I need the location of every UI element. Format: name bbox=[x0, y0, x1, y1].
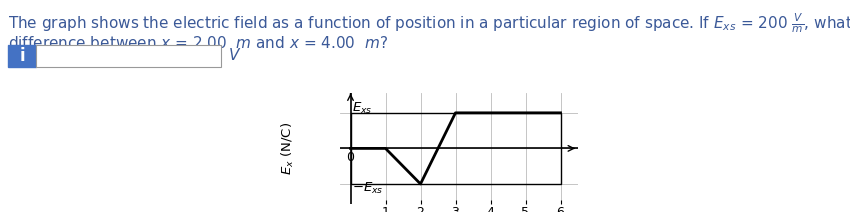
Text: i: i bbox=[20, 47, 25, 65]
Text: 0: 0 bbox=[347, 151, 354, 164]
FancyBboxPatch shape bbox=[8, 45, 36, 67]
FancyBboxPatch shape bbox=[36, 45, 221, 67]
Text: The graph shows the electric field as a function of position in a particular reg: The graph shows the electric field as a … bbox=[8, 12, 850, 35]
Text: difference between $x$ = 2.00  $m$ and $x$ = 4.00  $m$?: difference between $x$ = 2.00 $m$ and $x… bbox=[8, 35, 388, 51]
Bar bbox=[350, 113, 560, 184]
Text: $E_{xs}$: $E_{xs}$ bbox=[352, 101, 372, 116]
Text: $-E_{xs}$: $-E_{xs}$ bbox=[352, 181, 383, 196]
Text: V: V bbox=[229, 49, 240, 64]
Text: $E_x$ (N/C): $E_x$ (N/C) bbox=[280, 122, 296, 175]
